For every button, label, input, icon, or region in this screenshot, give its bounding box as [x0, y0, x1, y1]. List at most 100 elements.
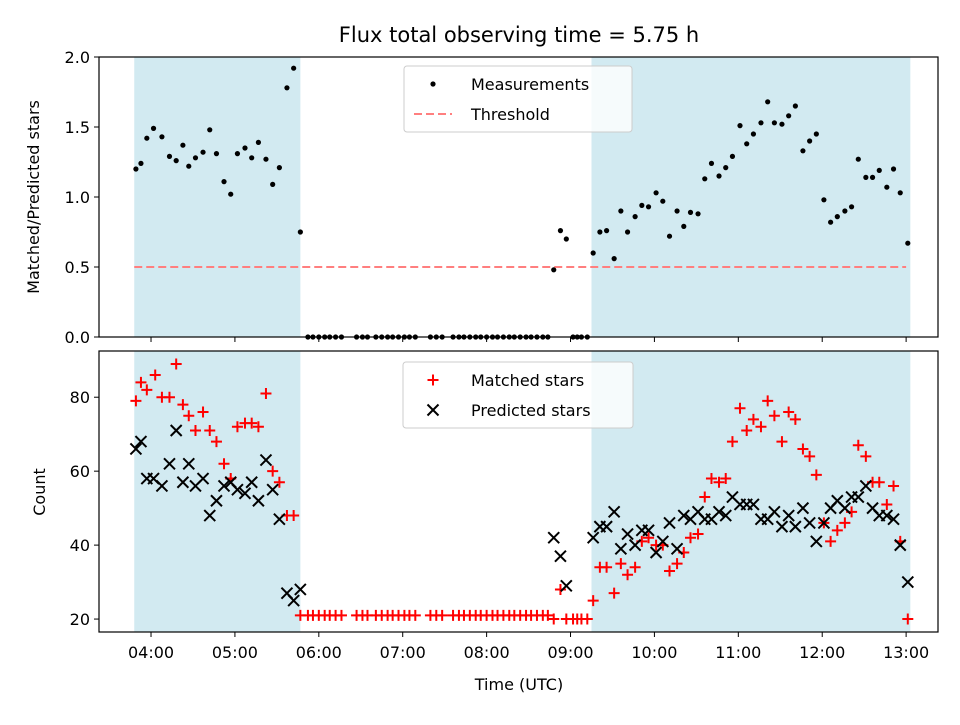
y-tick-label: 20	[70, 610, 90, 629]
predicted-stars-point	[245, 476, 258, 489]
predicted-stars-point	[796, 501, 810, 515]
predicted-stars-point	[560, 579, 573, 592]
counts-legend-box	[402, 361, 634, 429]
matched-stars-point	[825, 535, 837, 547]
measurements-point	[590, 250, 596, 256]
measurements-point	[221, 179, 227, 185]
x-tick-label: 10:00	[631, 643, 677, 662]
legend-matched-label: Matched stars	[471, 371, 584, 390]
matched-stars-point	[218, 458, 230, 470]
predicted-stars-point	[782, 509, 795, 522]
measurements-point	[708, 160, 715, 166]
predicted-stars-point	[210, 494, 223, 507]
predicted-stars-point	[803, 516, 816, 530]
measurements-point	[737, 123, 743, 129]
predicted-stars-point	[789, 520, 802, 533]
matched-stars-point	[210, 436, 222, 448]
ratio-y-ticks: 0.0 0.5 1.0 1.5 2.0	[65, 48, 99, 347]
predicted-stars-point	[628, 538, 642, 552]
matched-stars-point	[141, 384, 153, 396]
matched-stars-point	[273, 476, 285, 488]
x-tick-label: 12:00	[799, 643, 845, 662]
measurements-point	[674, 208, 680, 214]
predicted-stars-point	[677, 509, 690, 522]
predicted-stars-point	[203, 509, 216, 522]
predicted-stars-point	[231, 483, 244, 496]
measurements-point	[611, 256, 617, 262]
matched-stars-point	[554, 583, 566, 595]
measurements-point	[702, 176, 708, 182]
x-tick-label: 13:00	[883, 643, 929, 662]
y-tick-label: 40	[70, 536, 90, 555]
matched-stars-point	[699, 491, 711, 503]
predicted-stars-point	[747, 498, 760, 511]
predicted-stars-point	[670, 542, 684, 556]
measurements-point	[297, 229, 303, 235]
matched-stars-point	[643, 532, 655, 544]
measurements-point	[821, 197, 827, 203]
measurements-point	[834, 214, 840, 220]
predicted-stars-point	[712, 505, 726, 519]
measurements-point	[192, 155, 199, 161]
matched-stars-point	[902, 613, 914, 625]
legend-threshold-label: Threshold	[470, 105, 550, 124]
matched-stars-point	[267, 465, 279, 477]
measurements-point	[563, 236, 569, 242]
predicted-stars-point	[810, 535, 823, 548]
measurements-point	[653, 190, 659, 196]
matched-stars-point	[581, 613, 593, 625]
predicted-stars-point	[859, 479, 873, 493]
counts-panel: 20 40 60 80 04:00 05:00 06:00 07:00 08:00 09:00 1…	[30, 350, 939, 662]
matched-stars-point	[664, 565, 676, 577]
y-tick-label: 0.5	[65, 258, 90, 277]
measurements-point	[716, 173, 722, 179]
predicted-stars-point	[134, 435, 148, 448]
measurements-point	[228, 191, 234, 197]
counts-axes-frame	[98, 350, 939, 633]
shaded-intervals	[134, 57, 911, 337]
predicted-stars-point	[887, 513, 900, 526]
matched-stars-point	[149, 369, 161, 381]
measurements-point	[618, 208, 624, 214]
measurements-point	[180, 142, 186, 148]
measurements-point	[890, 166, 897, 172]
matched-stars-point	[615, 558, 627, 570]
measurements-point	[597, 229, 603, 235]
measurements-point	[905, 240, 911, 246]
matched-stars-point	[189, 424, 201, 436]
matched-stars-point	[705, 473, 717, 485]
counts-y-ticks: 20 40 60 80	[70, 388, 99, 629]
measurements-point	[786, 113, 792, 119]
matched-stars-point	[183, 410, 195, 422]
matched-stars-point	[671, 558, 683, 570]
measurements-point	[603, 228, 610, 234]
measurements-point	[166, 153, 173, 159]
measurements-point	[848, 204, 855, 210]
measurements-point	[800, 148, 806, 154]
counts-legend: Matched stars Predicted stars	[402, 361, 634, 429]
predicted-stars-point	[817, 516, 831, 530]
legend-predicted-symbol	[426, 403, 440, 417]
matched-stars-point	[246, 417, 258, 429]
predicted-stars-point	[287, 594, 300, 607]
measurements-point	[876, 167, 882, 173]
predicted-stars-point	[176, 476, 190, 489]
measurements-point	[855, 156, 861, 162]
predicted-stars-point	[554, 549, 567, 563]
shaded-interval-2	[591, 351, 911, 632]
predicted-stars-point	[642, 524, 655, 537]
matched-stars-point	[130, 395, 142, 407]
matched-stars-point	[789, 413, 801, 425]
matched-stars-point	[839, 517, 851, 529]
predicted-stars-point	[775, 520, 789, 533]
measurements-point	[186, 163, 192, 169]
matched-stars-point	[684, 532, 696, 544]
measurements-point	[695, 211, 701, 217]
matched-stars-point	[197, 406, 209, 418]
matched-stars-point	[252, 421, 264, 433]
legend-marker	[430, 81, 436, 87]
measurements-point	[750, 131, 757, 137]
predicted-stars-point	[252, 494, 265, 507]
predicted-stars-point	[155, 479, 169, 493]
measurements-point	[744, 141, 750, 147]
